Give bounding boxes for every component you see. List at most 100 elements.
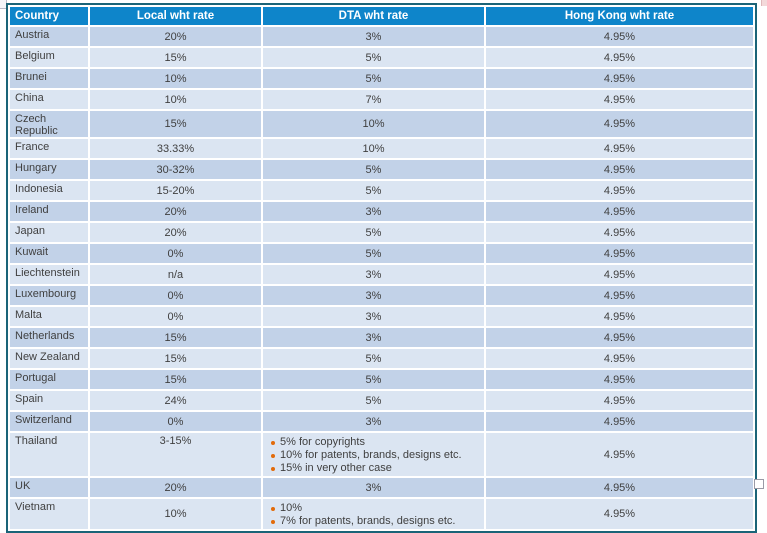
bullet-dot-icon xyxy=(271,506,275,511)
corner-mark-top-right-icon xyxy=(761,0,767,6)
country-cell: France xyxy=(10,139,88,158)
dta-wht-rate-cell: 3% xyxy=(263,286,484,305)
dta-wht-rate-cell: 10% xyxy=(263,139,484,158)
local-wht-rate-cell: 3-15% xyxy=(90,433,261,476)
dta-wht-rate-cell: 7% xyxy=(263,90,484,109)
hong-kong-wht-rate-cell: 4.95% xyxy=(486,244,753,263)
hong-kong-wht-rate-cell: 4.95% xyxy=(486,48,753,67)
wht-rates-table: Country Local wht rate DTA wht rate Hong… xyxy=(6,3,757,533)
table-row: Czech Republic 15% 10% 4.95% xyxy=(10,111,753,137)
country-cell: Czech Republic xyxy=(10,111,88,137)
hong-kong-wht-rate-cell: 4.95% xyxy=(486,27,753,46)
dta-wht-rate-cell: 5% xyxy=(263,181,484,200)
dta-wht-rate-cell: 5% xyxy=(263,160,484,179)
table-row: Luxembourg 0% 3% 4.95% xyxy=(10,286,753,305)
dta-wht-rate-cell: 5% xyxy=(263,244,484,263)
hong-kong-wht-rate-cell: 4.95% xyxy=(486,139,753,158)
hong-kong-wht-rate-cell: 4.95% xyxy=(486,265,753,284)
country-cell: New Zealand xyxy=(10,349,88,368)
table-header: Country Local wht rate DTA wht rate Hong… xyxy=(10,7,753,25)
column-header-country: Country xyxy=(10,7,88,25)
bullet-text: 10% for patents, brands, designs etc. xyxy=(280,449,462,461)
hong-kong-wht-rate-cell: 4.95% xyxy=(486,370,753,389)
hong-kong-wht-rate-cell: 4.95% xyxy=(486,286,753,305)
dta-wht-rate-cell: 5% for copyrights 10% for patents, brands… xyxy=(263,433,484,476)
country-cell: Kuwait xyxy=(10,244,88,263)
country-cell: Spain xyxy=(10,391,88,410)
table-row: Vietnam 10% 10% 7% for patents, brands, des… xyxy=(10,499,753,529)
local-wht-rate-cell: 20% xyxy=(90,27,261,46)
dta-wht-rate-cell: 3% xyxy=(263,412,484,431)
table-row: Austria 20% 3% 4.95% xyxy=(10,27,753,46)
country-cell: Switzerland xyxy=(10,412,88,431)
dta-wht-rate-cell: 3% xyxy=(263,265,484,284)
table-row: France 33.33% 10% 4.95% xyxy=(10,139,753,158)
hong-kong-wht-rate-cell: 4.95% xyxy=(486,181,753,200)
local-wht-rate-cell: 24% xyxy=(90,391,261,410)
hong-kong-wht-rate-cell: 4.95% xyxy=(486,111,753,137)
country-cell: Ireland xyxy=(10,202,88,221)
table-row: Ireland 20% 3% 4.95% xyxy=(10,202,753,221)
bullet-text: 7% for patents, brands, designs etc. xyxy=(280,515,456,527)
table-row: New Zealand 15% 5% 4.95% xyxy=(10,349,753,368)
country-cell: Vietnam xyxy=(10,499,88,529)
column-header-local-wht-rate: Local wht rate xyxy=(90,7,261,25)
hong-kong-wht-rate-cell: 4.95% xyxy=(486,90,753,109)
local-wht-rate-cell: 15% xyxy=(90,370,261,389)
local-wht-rate-cell: 30-32% xyxy=(90,160,261,179)
hong-kong-wht-rate-cell: 4.95% xyxy=(486,391,753,410)
hong-kong-wht-rate-cell: 4.95% xyxy=(486,349,753,368)
country-cell: Liechtenstein xyxy=(10,265,88,284)
dta-wht-rate-cell: 10% 7% for patents, brands, designs etc. xyxy=(263,499,484,529)
table-row: Malta 0% 3% 4.95% xyxy=(10,307,753,326)
local-wht-rate-cell: 15% xyxy=(90,111,261,137)
table-row: Japan 20% 5% 4.95% xyxy=(10,223,753,242)
bullet-item: 10% xyxy=(271,502,482,515)
local-wht-rate-cell: 0% xyxy=(90,244,261,263)
country-cell: Luxembourg xyxy=(10,286,88,305)
bullet-dot-icon xyxy=(271,440,275,445)
table-row: Netherlands 15% 3% 4.95% xyxy=(10,328,753,347)
local-wht-rate-cell: 10% xyxy=(90,499,261,529)
local-wht-rate-cell: 0% xyxy=(90,307,261,326)
dta-wht-rate-cell: 5% xyxy=(263,48,484,67)
table-row: Liechtenstein n/a 3% 4.95% xyxy=(10,265,753,284)
bullet-item: 15% in very other case xyxy=(271,462,482,475)
table-body: Austria 20% 3% 4.95% Belgium 15% 5% 4.95% Brunei… xyxy=(10,27,753,529)
table-row: China 10% 7% 4.95% xyxy=(10,90,753,109)
dta-wht-rate-cell: 3% xyxy=(263,27,484,46)
dta-wht-rate-cell: 3% xyxy=(263,307,484,326)
hong-kong-wht-rate-cell: 4.95% xyxy=(486,433,753,476)
local-wht-rate-cell: 15% xyxy=(90,48,261,67)
header-row: Country Local wht rate DTA wht rate Hong… xyxy=(10,7,753,25)
dta-wht-rate-cell: 5% xyxy=(263,223,484,242)
bullet-text: 10% xyxy=(280,502,303,514)
table-row: Kuwait 0% 5% 4.95% xyxy=(10,244,753,263)
column-header-hong-kong-wht-rate: Hong Kong wht rate xyxy=(486,7,753,25)
table-row: Belgium 15% 5% 4.95% xyxy=(10,48,753,67)
resize-handle-bottom-right[interactable] xyxy=(754,479,764,489)
table-row: Portugal 15% 5% 4.95% xyxy=(10,370,753,389)
local-wht-rate-cell: 0% xyxy=(90,412,261,431)
bullet-item: 7% for patents, brands, designs etc. xyxy=(271,515,482,528)
country-cell: Netherlands xyxy=(10,328,88,347)
dta-wht-rate-cell: 10% xyxy=(263,111,484,137)
local-wht-rate-cell: 20% xyxy=(90,202,261,221)
country-cell: Thailand xyxy=(10,433,88,476)
table-row: Spain 24% 5% 4.95% xyxy=(10,391,753,410)
local-wht-rate-cell: n/a xyxy=(90,265,261,284)
dta-wht-rate-cell: 3% xyxy=(263,202,484,221)
local-wht-rate-cell: 33.33% xyxy=(90,139,261,158)
bullet-text: 5% for copyrights xyxy=(280,436,365,448)
dta-bullet-list: 10% 7% for patents, brands, designs etc. xyxy=(265,501,482,529)
country-cell: Brunei xyxy=(10,69,88,88)
local-wht-rate-cell: 15% xyxy=(90,349,261,368)
local-wht-rate-cell: 20% xyxy=(90,223,261,242)
bullet-dot-icon xyxy=(271,519,275,524)
country-cell: Belgium xyxy=(10,48,88,67)
dta-wht-rate-cell: 5% xyxy=(263,370,484,389)
hong-kong-wht-rate-cell: 4.95% xyxy=(486,69,753,88)
dta-wht-rate-cell: 5% xyxy=(263,391,484,410)
hong-kong-wht-rate-cell: 4.95% xyxy=(486,223,753,242)
country-cell: Austria xyxy=(10,27,88,46)
